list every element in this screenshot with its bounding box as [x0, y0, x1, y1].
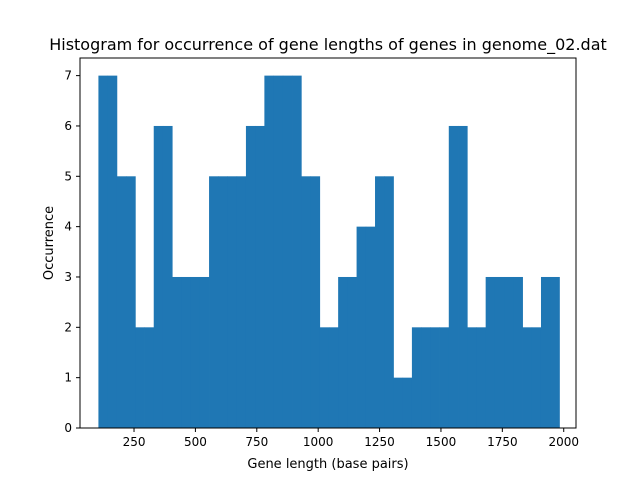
y-axis-ticks: 0 1 2 3 4 5 6 7 [64, 69, 80, 435]
y-tick-label: 6 [64, 119, 72, 133]
x-axis-label: Gene length (base pairs) [247, 457, 408, 472]
histogram-bar [550, 276, 560, 428]
histogram-bar [531, 327, 542, 428]
x-tick-label: 500 [184, 435, 207, 449]
histogram-bar [467, 327, 477, 428]
histogram-bar [273, 75, 284, 428]
histogram-bar [310, 176, 321, 428]
histogram-bar [126, 176, 136, 428]
y-tick-label: 3 [64, 270, 72, 284]
histogram-bar [513, 276, 523, 428]
histogram-bar [393, 377, 404, 428]
histogram-bar [476, 327, 487, 428]
histogram-bar [458, 125, 468, 429]
histogram-bar [172, 276, 182, 428]
x-tick-label: 1250 [364, 435, 395, 449]
x-tick-label: 1750 [487, 435, 518, 449]
y-tick-label: 7 [64, 69, 72, 83]
histogram-bar [540, 276, 551, 428]
x-tick-label: 1000 [303, 435, 334, 449]
histogram-bar [439, 327, 450, 428]
histogram-bar [218, 176, 228, 428]
histogram-bar [282, 75, 293, 428]
histogram-bar [411, 327, 422, 428]
y-tick-label: 5 [64, 169, 72, 183]
histogram-bar [384, 176, 394, 428]
histogram-bar [421, 327, 431, 428]
bars-group [98, 75, 560, 429]
histogram-bar [356, 226, 367, 428]
x-tick-label: 750 [245, 435, 268, 449]
histogram-bar [190, 276, 201, 428]
x-tick-label: 1500 [426, 435, 457, 449]
histogram-bar [375, 176, 385, 428]
histogram-bar [98, 75, 109, 428]
histogram-bar [485, 276, 496, 428]
histogram-bar [347, 276, 357, 428]
x-tick-label: 2000 [548, 435, 579, 449]
y-tick-label: 1 [64, 371, 72, 385]
histogram-bar [430, 327, 440, 428]
histogram-bar [209, 176, 219, 428]
histogram-bar [245, 125, 256, 429]
x-tick-label: 250 [123, 435, 146, 449]
histogram-bar [255, 125, 265, 429]
histogram-bar [292, 75, 302, 428]
y-tick-label: 2 [64, 320, 72, 334]
histogram-bar [199, 276, 210, 428]
y-axis-label: Occurrence [42, 206, 57, 280]
histogram-bar [153, 125, 164, 429]
histogram-bar [319, 327, 330, 428]
histogram-bar [227, 176, 238, 428]
histogram-bar [448, 125, 459, 429]
histogram-bar [135, 327, 145, 428]
y-tick-label: 4 [64, 220, 72, 234]
x-axis-ticks: 250 500 750 1000 1250 1500 1750 2000 [123, 428, 579, 449]
histogram-bar [107, 75, 118, 428]
histogram-bar [162, 125, 173, 429]
histogram-bar [504, 276, 514, 428]
histogram-bar [301, 176, 311, 428]
histogram-bar [144, 327, 155, 428]
histogram-bar [236, 176, 247, 428]
y-tick-label: 0 [64, 421, 72, 435]
histogram-bar [328, 327, 339, 428]
histogram-bar [116, 176, 127, 428]
histogram-bar [402, 377, 413, 428]
histogram-bar [522, 327, 533, 428]
histogram-bar [181, 276, 192, 428]
chart-title: Histogram for occurrence of gene lengths… [49, 35, 607, 55]
histogram-bar [494, 276, 505, 428]
histogram-bar [338, 276, 348, 428]
histogram-bar [264, 75, 275, 428]
histogram-bar [365, 226, 376, 428]
plot-frame [79, 57, 577, 429]
